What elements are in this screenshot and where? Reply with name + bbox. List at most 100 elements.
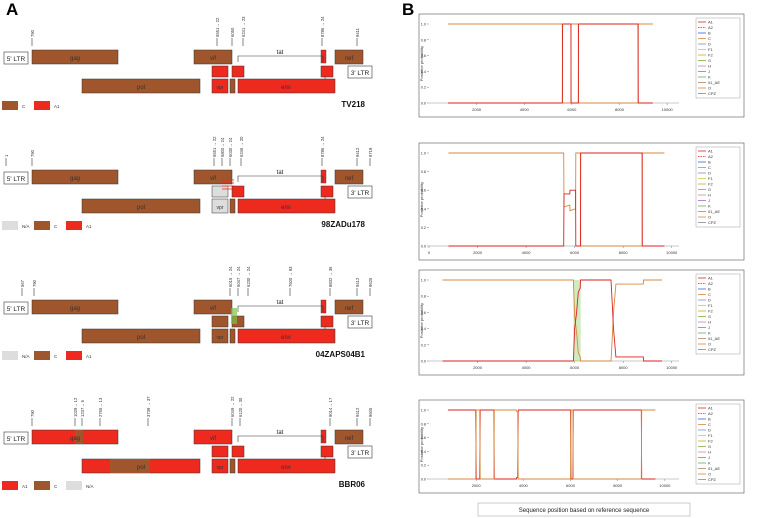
ltr5-box bbox=[3, 431, 29, 445]
legend-entry: 01_AE bbox=[708, 80, 720, 85]
tat-label: tat bbox=[277, 300, 284, 306]
ltr5-label: 5' LTR bbox=[7, 176, 26, 183]
breakpoint-label: 6241 → 23 bbox=[241, 16, 246, 37]
gag-gene bbox=[31, 49, 119, 65]
series-line-A1 bbox=[448, 152, 665, 247]
ltr3-box bbox=[347, 445, 373, 459]
probability-plot-1: Posterior probability 0.0 0.2 0.4 0.6 0.8 1.0 2… bbox=[418, 13, 745, 118]
tat-connector bbox=[237, 175, 324, 182]
env-gene bbox=[237, 328, 336, 344]
legend-label: N/A bbox=[86, 484, 94, 489]
legend-entry: CPZ bbox=[708, 347, 717, 352]
x-tick-label: 10000 bbox=[662, 107, 674, 112]
legend-box bbox=[695, 403, 741, 485]
x-tick-label: 4000 bbox=[522, 365, 532, 370]
legend-swatch bbox=[2, 351, 18, 360]
legend-label: C bbox=[54, 484, 58, 489]
breakpoint-label: 8786 → 24 bbox=[320, 136, 325, 157]
gag-gene bbox=[31, 169, 119, 185]
x-tick-label: 2000 bbox=[472, 483, 482, 488]
legend-swatch bbox=[66, 221, 82, 230]
nef-label: nef bbox=[345, 176, 354, 182]
rev-exon2 bbox=[320, 65, 334, 78]
legend-label: A1 bbox=[86, 354, 92, 359]
legend-entry: G bbox=[708, 187, 711, 192]
breakpoint-label: 5551→ 22 bbox=[215, 17, 220, 37]
vpr-label: vpr bbox=[217, 205, 224, 211]
plot-frame bbox=[418, 399, 745, 494]
breakpoint-label: 9014→ 17 bbox=[328, 397, 333, 417]
legend-entry: K bbox=[708, 461, 711, 466]
x-tick-label: 10000 bbox=[666, 365, 678, 370]
genome-maps: 790 5551→ 22 6050 6241 → 23 8786 → 24 9411 5' … bbox=[2, 16, 373, 490]
y-axis-label: Posterior probability bbox=[419, 427, 424, 462]
legend-swatch bbox=[34, 101, 50, 110]
ltr5-label: 5' LTR bbox=[7, 306, 26, 313]
y-tick-label: 0.0 bbox=[421, 360, 426, 364]
vpu-gene bbox=[229, 458, 236, 474]
legend-entry: A1 bbox=[708, 149, 714, 154]
y-tick-label: 1.0 bbox=[421, 152, 426, 156]
legend-entry: K bbox=[708, 204, 711, 209]
ltr3-box bbox=[347, 315, 373, 329]
probability-plot-2: Posterior probability 0.0 0.2 0.4 0.6 0.8 1.0 0… bbox=[418, 142, 745, 261]
rev-exon2 bbox=[320, 315, 334, 328]
x-tick-label: 8000 bbox=[619, 365, 629, 370]
y-axis-label: Posterior probability bbox=[419, 303, 424, 338]
x-tick-label: 2000 bbox=[473, 365, 483, 370]
tat-exon1 bbox=[231, 185, 245, 198]
legend-swatch bbox=[66, 351, 82, 360]
legend-entry: H bbox=[708, 193, 711, 198]
y-tick-label: 0.2 bbox=[421, 226, 426, 230]
genome-map-3: 567 790 6015 → 24 6047 → 24 6230 → 24 7600 → … bbox=[2, 266, 373, 360]
breakpoint-label: 9605 bbox=[368, 407, 373, 417]
x-tick-label: 4000 bbox=[520, 107, 530, 112]
ltr3-label: 3' LTR bbox=[351, 320, 370, 327]
y-tick-label: 0.2 bbox=[421, 343, 426, 347]
gag-label: gag bbox=[70, 436, 80, 442]
nef-label: nef bbox=[345, 56, 354, 62]
y-tick-label: 0.8 bbox=[421, 38, 426, 42]
y-tick-label: 0.6 bbox=[421, 189, 426, 193]
legend-entry: CPZ bbox=[708, 477, 717, 482]
legend-label: A1 bbox=[22, 484, 28, 489]
legend-entry: J bbox=[708, 69, 710, 74]
tat-exon2 bbox=[320, 169, 327, 184]
legend-label: C bbox=[22, 104, 26, 109]
legend-label: N/A bbox=[22, 354, 30, 359]
legend-box bbox=[695, 273, 741, 355]
ltr5-box bbox=[3, 51, 29, 65]
y-tick-label: 0.0 bbox=[421, 102, 426, 106]
legend-entry: 01_AE bbox=[708, 209, 720, 214]
legend-entry: J bbox=[708, 325, 710, 330]
legend-entry: B bbox=[708, 160, 711, 165]
tat-label: tat bbox=[277, 430, 284, 436]
legend-entry: G bbox=[708, 58, 711, 63]
y-tick-label: 0.8 bbox=[421, 295, 426, 299]
ltr5-box bbox=[3, 171, 29, 185]
y-axis-label: Posterior probability bbox=[419, 182, 424, 217]
breakpoint-label: 9412 bbox=[355, 147, 360, 157]
gag-gene bbox=[31, 299, 119, 315]
probability-plot-3: Posterior probability 0.0 0.2 0.4 0.6 0.8 1.0 2… bbox=[418, 269, 745, 376]
x-tick-label: 6000 bbox=[566, 483, 576, 488]
green-region bbox=[231, 308, 237, 324]
legend-entry: K bbox=[708, 331, 711, 336]
vpu-gene bbox=[229, 328, 236, 344]
x-tick-label: 2000 bbox=[472, 107, 482, 112]
legend-label: N/A bbox=[22, 224, 30, 229]
breakpoint-label: 5551 → 22 bbox=[212, 136, 217, 157]
nef-label: nef bbox=[345, 306, 354, 312]
panel-a-label: A bbox=[6, 0, 19, 19]
y-tick-label: 0.2 bbox=[421, 464, 426, 468]
breakpoint-label: 8832 → 36 bbox=[328, 266, 333, 287]
y-tick-label: 0.2 bbox=[421, 86, 426, 90]
tat-label: tat bbox=[277, 170, 284, 176]
vpr-label: vpr bbox=[217, 85, 224, 91]
legend-entry: CPZ bbox=[708, 91, 717, 96]
isolate-name: BBR06 bbox=[339, 480, 366, 489]
x-tick-label: 8000 bbox=[615, 107, 625, 112]
x-tick-label: 4000 bbox=[522, 250, 532, 255]
breakpoint-label: 790 bbox=[32, 279, 37, 287]
tat-exon2 bbox=[320, 429, 327, 444]
